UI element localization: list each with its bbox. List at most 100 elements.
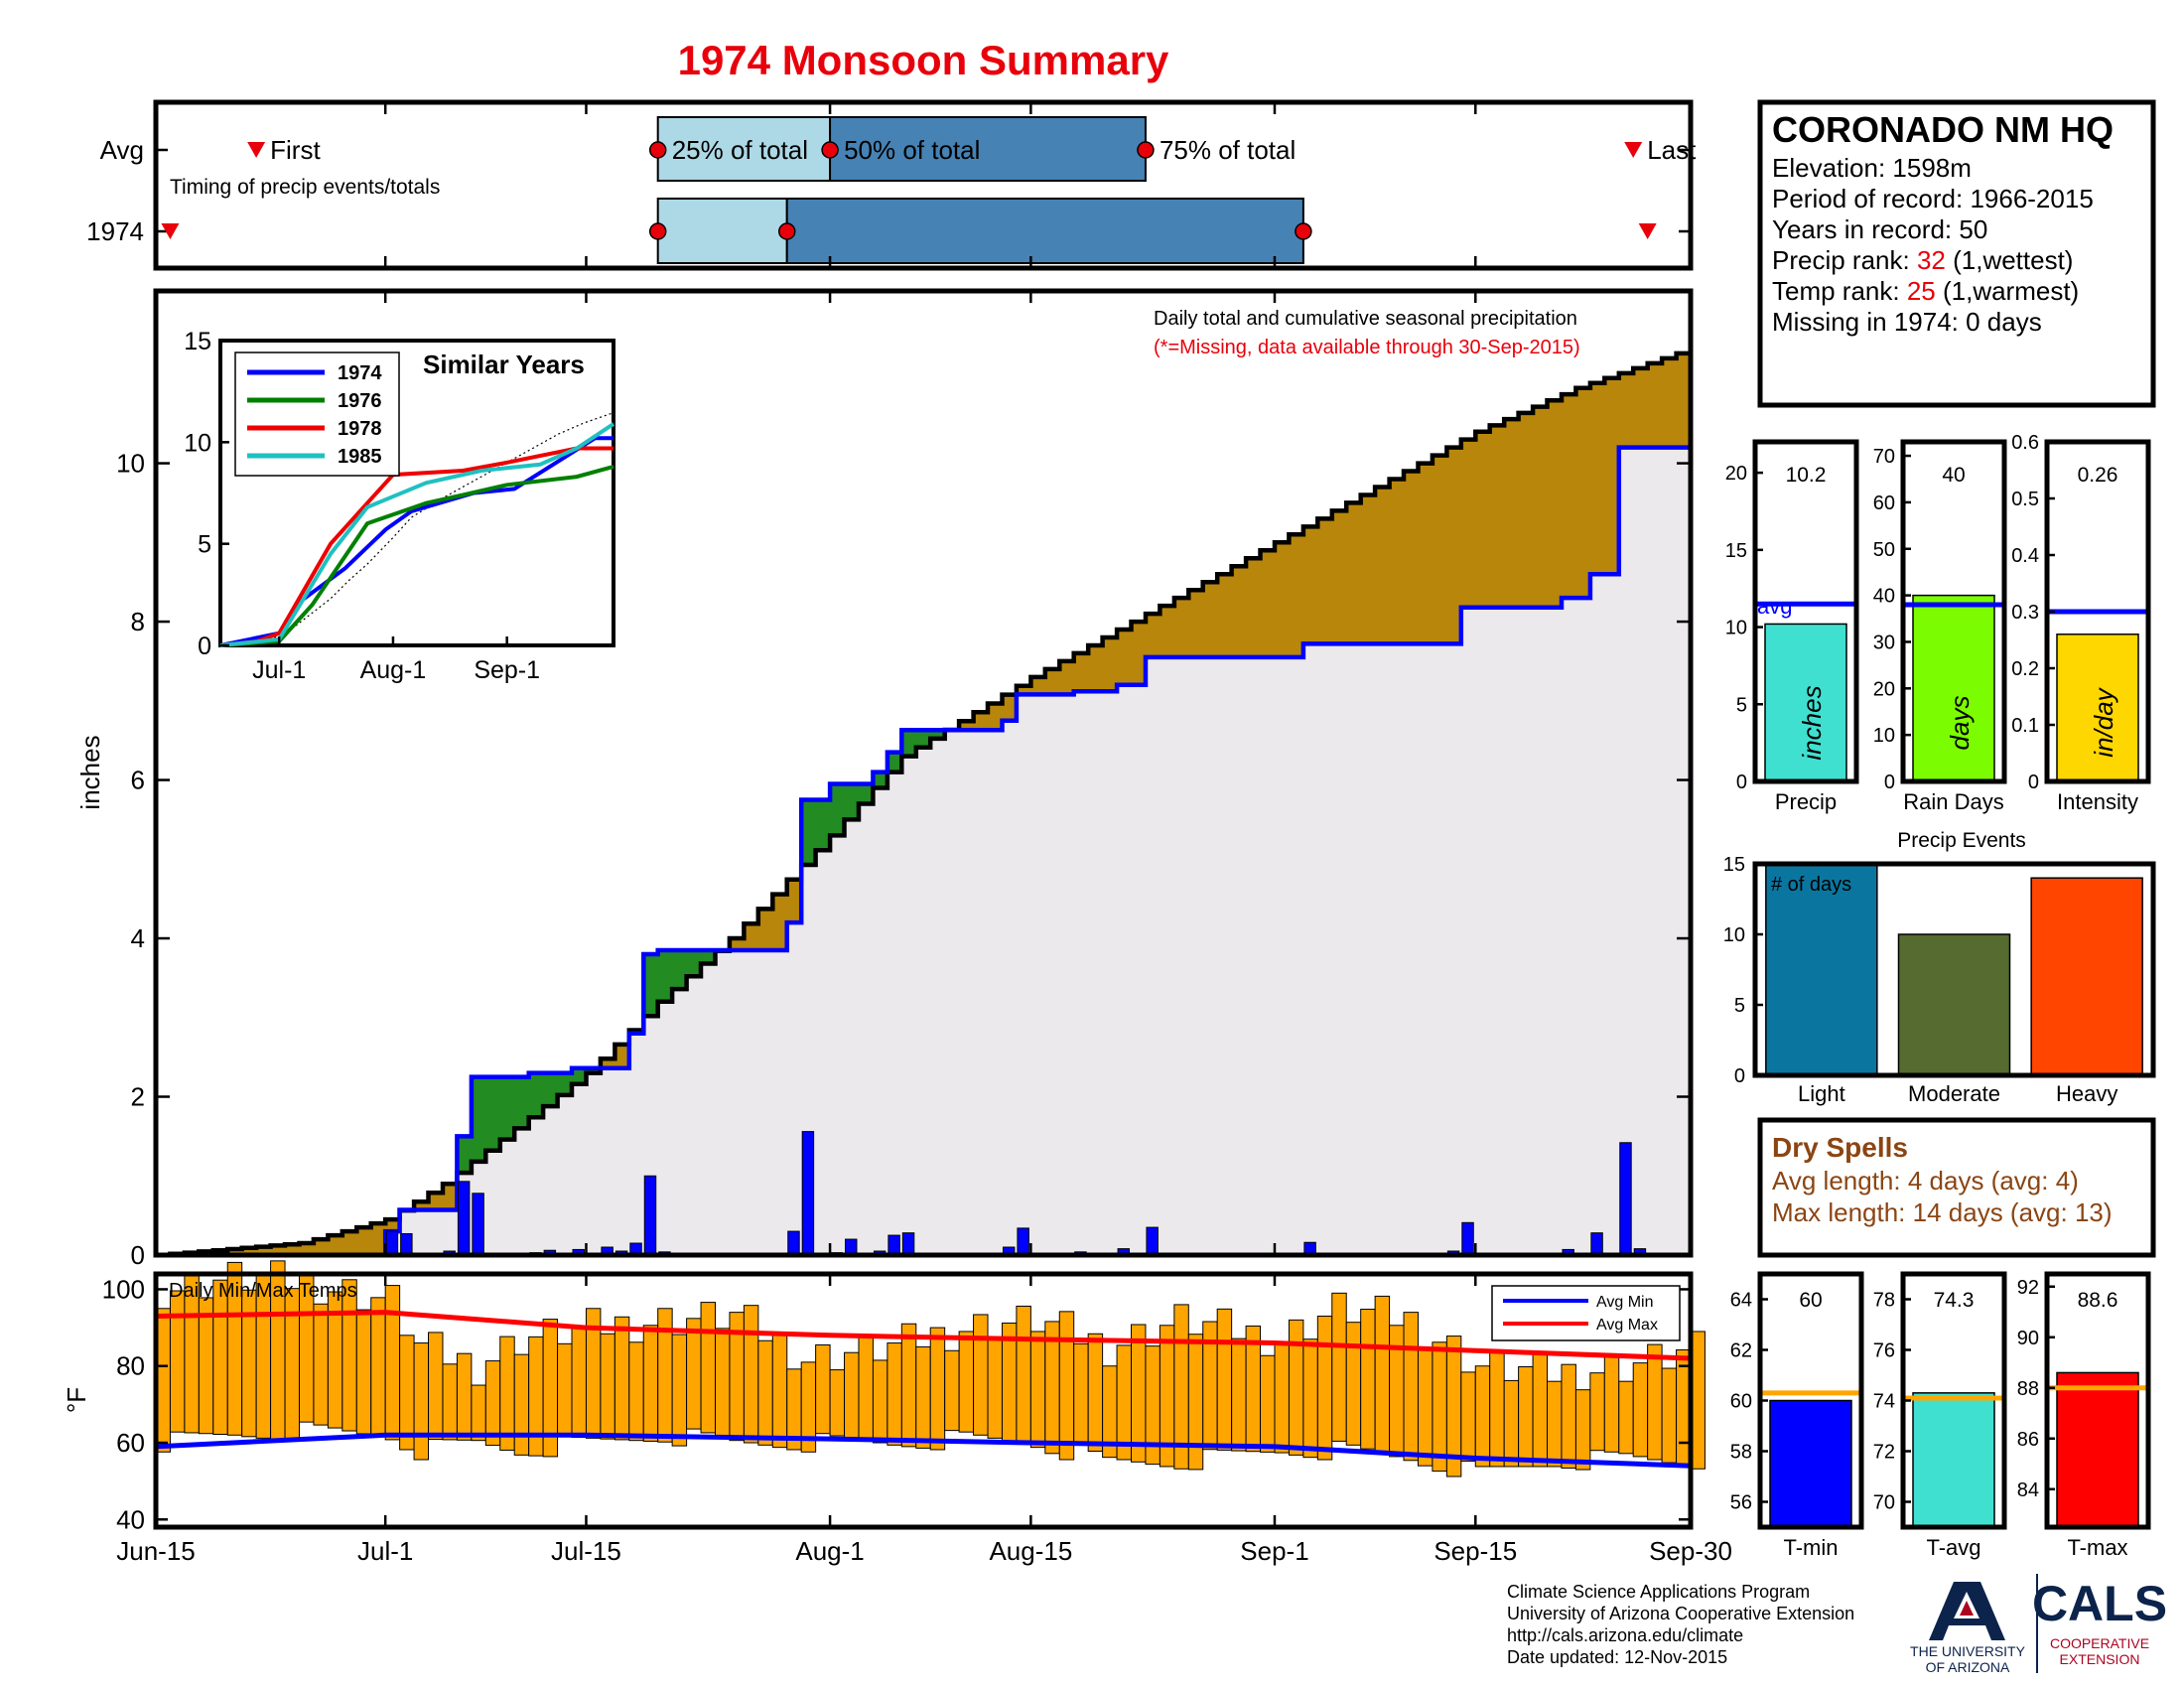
temps-legend-min-label: Avg Min bbox=[1596, 1294, 1654, 1311]
stat-frame bbox=[1752, 439, 1859, 784]
cals-logo-sub-2: EXTENSION bbox=[2060, 1651, 2140, 1667]
timing-caption: Timing of precip events/totals bbox=[170, 176, 440, 199]
inset-legend-label: 1978 bbox=[338, 418, 382, 440]
station-line-suffix: (1,wettest) bbox=[1946, 245, 2074, 275]
daily-temp-bar bbox=[872, 1359, 888, 1444]
stat-ytick-label: 60 bbox=[1873, 492, 1895, 514]
inset-xtick-label: Sep-1 bbox=[474, 656, 540, 684]
temps-legend-box bbox=[1491, 1285, 1681, 1341]
events-category-label: Light bbox=[1798, 1081, 1845, 1106]
events-category-label: Heavy bbox=[2056, 1081, 2117, 1106]
station-line-label: Missing in 1974: bbox=[1772, 307, 1966, 337]
precip-note-1: Daily total and cumulative seasonal prec… bbox=[1154, 308, 1577, 330]
temp-stat-ytick-label: 72 bbox=[1873, 1442, 1895, 1464]
stat-ytick-label: 0 bbox=[1884, 772, 1895, 793]
timing-bar-50-75 bbox=[829, 116, 1147, 182]
daily-temp-bar bbox=[1589, 1372, 1605, 1452]
temps-frame bbox=[153, 1271, 1694, 1530]
daily-temp-bar bbox=[313, 1303, 329, 1426]
events-category-label: Moderate bbox=[1908, 1081, 2000, 1106]
events-bar-heavy bbox=[2030, 877, 2143, 1076]
temp-stat-ytick-label: 60 bbox=[1730, 1391, 1752, 1413]
stat-ytick-label: 20 bbox=[1725, 463, 1747, 485]
temps-label: Daily Min/Max Temps bbox=[169, 1280, 357, 1302]
daily-temp-bar bbox=[1661, 1367, 1678, 1464]
daily-temp-bar bbox=[1288, 1319, 1304, 1456]
stat-ytick-label: 30 bbox=[1873, 632, 1895, 653]
stat-ytick-label: 40 bbox=[1873, 586, 1895, 608]
daily-temp-bar bbox=[1131, 1324, 1147, 1463]
timing-row-label: 1974 bbox=[86, 216, 144, 246]
daily-temp-bar bbox=[513, 1353, 530, 1456]
inset-ytick-label: 10 bbox=[184, 429, 211, 457]
dry-title: Dry Spells bbox=[1772, 1132, 1908, 1163]
daily-precip-bar bbox=[787, 1230, 800, 1256]
stat-ytick-label: 15 bbox=[1725, 540, 1747, 562]
dry-avg-line: Avg length: 4 days (avg: 4) bbox=[1772, 1166, 2079, 1196]
daily-temp-bar bbox=[355, 1309, 372, 1435]
station-line-label: Elevation: bbox=[1772, 153, 1892, 183]
temp-stat-ytick-label: 78 bbox=[1873, 1290, 1895, 1312]
daily-temp-bar bbox=[169, 1290, 186, 1433]
daily-temp-bar bbox=[829, 1369, 846, 1437]
temp-stat-bar bbox=[1912, 1392, 1995, 1528]
daily-temp-bar bbox=[1087, 1333, 1104, 1452]
daily-temp-bar bbox=[929, 1327, 946, 1451]
temps-ytick-label: 100 bbox=[102, 1274, 145, 1304]
stat-ytick-label: 0 bbox=[2028, 772, 2039, 793]
events-frame bbox=[1752, 861, 2156, 1078]
daily-temp-bar bbox=[1360, 1309, 1376, 1450]
inset-legend-label: 1985 bbox=[338, 446, 382, 468]
timing-last-marker bbox=[1624, 142, 1643, 158]
daily-temp-bar bbox=[1417, 1347, 1433, 1467]
temp-stat-ytick-label: 56 bbox=[1730, 1492, 1752, 1514]
timing-pct-marker bbox=[777, 222, 796, 240]
station-line-suffix: (1,warmest) bbox=[1936, 276, 2079, 306]
daily-temp-bar bbox=[915, 1345, 931, 1449]
stat-ytick-label: 0.3 bbox=[2011, 602, 2039, 624]
daily-temp-bar bbox=[1073, 1342, 1089, 1446]
temp-stat-value: 88.6 bbox=[2078, 1289, 2118, 1312]
daily-precip-bar bbox=[1461, 1221, 1474, 1256]
daily-temp-bar bbox=[1503, 1379, 1520, 1468]
series-1974-line bbox=[156, 445, 1691, 1258]
daily-temp-bar bbox=[428, 1332, 444, 1441]
daily-temp-bar bbox=[944, 1349, 960, 1432]
station-name: CORONADO NM HQ bbox=[1772, 109, 2114, 150]
daily-temp-bar bbox=[757, 1339, 773, 1446]
daily-temp-bar bbox=[987, 1338, 1003, 1439]
daily-temp-bar bbox=[671, 1334, 688, 1447]
daily-temp-bar bbox=[1647, 1343, 1663, 1461]
inset-xtick-label: Jul-1 bbox=[252, 656, 306, 684]
last-label: Last bbox=[1647, 135, 1697, 165]
x-axis-label: Sep-30 bbox=[1649, 1536, 1732, 1566]
timing-frame bbox=[153, 99, 1694, 271]
stat-bar-inches bbox=[1764, 623, 1847, 782]
precip-frame bbox=[153, 288, 1694, 1258]
stat-ytick-label: 0.6 bbox=[2011, 432, 2039, 454]
events-ytick-label: 0 bbox=[1734, 1065, 1745, 1087]
inset-legend-label: 1976 bbox=[338, 390, 382, 412]
timing-pct-marker bbox=[648, 141, 667, 159]
stat-frame bbox=[1900, 439, 2007, 784]
events-ytick-label: 15 bbox=[1723, 854, 1745, 876]
precip-ytick-label: 8 bbox=[131, 607, 145, 636]
station-line: Period of record: 1966-2015 bbox=[1772, 184, 2094, 213]
station-line-label: Precip rank: bbox=[1772, 245, 1917, 275]
timing-pct-marker bbox=[648, 222, 667, 240]
precip-ytick-label: 2 bbox=[131, 1082, 145, 1112]
daily-temp-bar bbox=[887, 1342, 902, 1446]
inset-ytick-label: 0 bbox=[198, 633, 211, 660]
stat-ytick-label: 0.5 bbox=[2011, 489, 2039, 510]
stat-ytick-label: 0.1 bbox=[2011, 715, 2039, 737]
pct50-label: 50% of total bbox=[844, 135, 980, 165]
daily-temp-bar bbox=[471, 1384, 486, 1442]
precip-ytick-label: 0 bbox=[131, 1240, 145, 1270]
daily-precip-bar bbox=[1146, 1226, 1159, 1256]
stat-label: Intensity bbox=[2057, 789, 2138, 814]
temp-stat-value: 60 bbox=[1799, 1289, 1822, 1312]
daily-temp-bar bbox=[771, 1333, 788, 1449]
